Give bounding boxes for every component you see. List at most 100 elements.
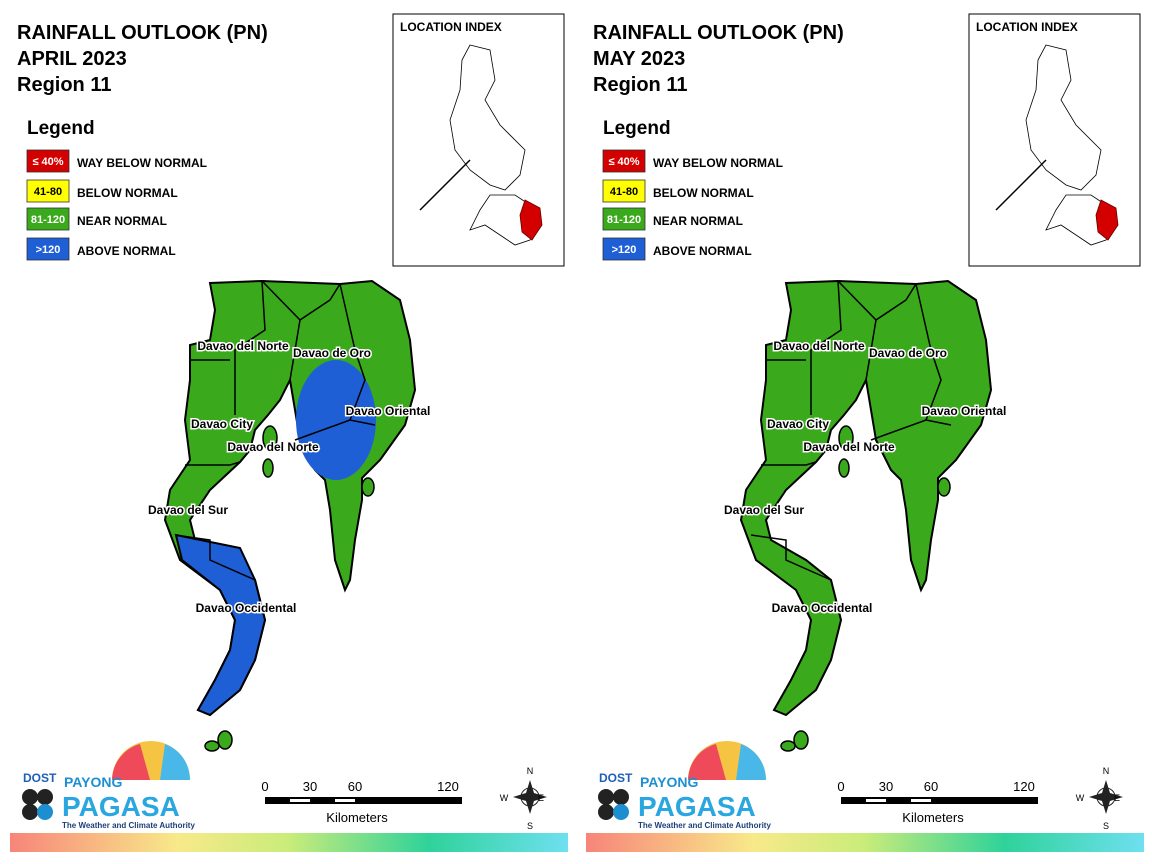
province-label: Davao de Oro: [869, 346, 947, 360]
compass: N E S W: [1076, 766, 1123, 831]
above-normal-area: [296, 360, 376, 480]
compass-letter: E: [538, 793, 544, 803]
legend-swatch: [602, 237, 646, 261]
location-index-title: LOCATION INDEX: [976, 20, 1078, 34]
province-label: Davao City: [191, 417, 253, 431]
legend-swatch-label: ≤ 40%: [608, 156, 639, 168]
title-line: APRIL 2023: [17, 48, 127, 70]
compass-letter: S: [1103, 821, 1109, 831]
logo-umbrella-right: [160, 744, 191, 780]
scale-bar-segment: [911, 799, 931, 802]
color-band: [586, 833, 1144, 852]
island: [262, 425, 278, 451]
island: [838, 458, 850, 478]
title-line: MAY 2023: [593, 48, 685, 70]
island: [217, 730, 233, 750]
legend-swatch: [602, 207, 646, 231]
province-border: [234, 280, 266, 415]
scale-tick: 30: [303, 779, 317, 794]
legend-swatch-label: ≤ 40%: [32, 156, 63, 168]
logo-dot: [613, 789, 629, 805]
title-line: RAINFALL OUTLOOK (PN): [593, 22, 844, 44]
province-border: [761, 461, 817, 466]
legend-label: WAY BELOW NORMAL: [77, 156, 207, 170]
island: [937, 477, 951, 497]
province-label: Davao Oriental: [922, 404, 1007, 418]
legend-label: ABOVE NORMAL: [77, 244, 176, 258]
panel: RAINFALL OUTLOOK (PN) MAY 2023 Region 11 Le…: [586, 13, 1144, 852]
logo-dot: [598, 804, 614, 820]
above-normal-area: [174, 533, 267, 717]
province-border: [837, 280, 877, 321]
province-label: Davao Occidental: [196, 601, 297, 615]
province-border: [289, 283, 341, 381]
legend-label: NEAR NORMAL: [77, 214, 167, 228]
compass-letter: W: [1076, 793, 1085, 803]
scale-bar-segment: [290, 799, 310, 802]
province-label: Davao del Norte: [773, 339, 865, 353]
province-border: [870, 419, 952, 441]
logo-name: PAGASA: [638, 791, 756, 822]
compass-letter: E: [1114, 793, 1120, 803]
compass-letter: W: [500, 793, 509, 803]
logo-program: PAYONG: [640, 774, 698, 790]
province-border: [294, 419, 376, 441]
scale-tick: 0: [837, 779, 844, 794]
island: [838, 425, 854, 451]
logo-program: PAYONG: [64, 774, 122, 790]
legend-swatch: [602, 179, 646, 203]
legend-swatch-label: 81-120: [31, 214, 65, 226]
logo-tagline: The Weather and Climate Authority: [638, 821, 771, 830]
legend-swatch: [26, 237, 70, 261]
province-label: Davao Oriental: [346, 404, 431, 418]
scale-tick: 120: [437, 779, 459, 794]
scale-tick: 60: [348, 779, 362, 794]
province-label: Davao Occidental: [772, 601, 873, 615]
philippines-outline: [449, 44, 526, 191]
province-label: Davao de Oro: [293, 346, 371, 360]
palawan: [419, 159, 471, 211]
scale-unit: Kilometers: [326, 810, 388, 825]
logo-dot: [598, 789, 614, 805]
scale-tick: 30: [879, 779, 893, 794]
legend-label: WAY BELOW NORMAL: [653, 156, 783, 170]
philippines-outline: [1025, 44, 1102, 191]
scale-unit: Kilometers: [902, 810, 964, 825]
legend-swatch-label: >120: [36, 244, 61, 256]
legend-label: BELOW NORMAL: [653, 186, 754, 200]
compass-ring: [520, 787, 540, 807]
logo-agency: DOST: [599, 771, 633, 785]
province-label: Davao City: [767, 417, 829, 431]
color-band: [10, 833, 568, 852]
island: [780, 740, 796, 752]
compass-letter: N: [1103, 766, 1110, 776]
title-line: RAINFALL OUTLOOK (PN): [17, 22, 268, 44]
province-border: [185, 461, 241, 466]
compass: N E S W: [500, 766, 547, 831]
logo-umbrella-left: [688, 744, 726, 780]
logo-tagline: The Weather and Climate Authority: [62, 821, 195, 830]
logo-agency: DOST: [23, 771, 57, 785]
island: [361, 477, 375, 497]
province-label: Davao del Sur: [148, 503, 228, 517]
island: [204, 740, 220, 752]
compass-rose: [1089, 780, 1123, 814]
logo-umbrella-left: [112, 744, 150, 780]
legend-label: ABOVE NORMAL: [653, 244, 752, 258]
scale-bar-segment: [866, 799, 886, 802]
location-index-title: LOCATION INDEX: [400, 20, 502, 34]
logo-dot: [37, 789, 53, 805]
province-border: [915, 283, 942, 421]
logo-dot: [613, 804, 629, 820]
province-border: [865, 283, 917, 381]
region-map: Davao del Norte Davao de Oro Davao Orienta…: [722, 279, 1008, 752]
region-11-index: [519, 199, 543, 241]
province-border: [174, 534, 256, 581]
legend-swatch-label: >120: [612, 244, 637, 256]
logo-umbrella-right: [736, 744, 767, 780]
logo-dot: [22, 789, 38, 805]
province-label: Davao del Norte: [227, 440, 319, 454]
province-border: [810, 280, 842, 415]
legend-title: Legend: [27, 118, 95, 139]
